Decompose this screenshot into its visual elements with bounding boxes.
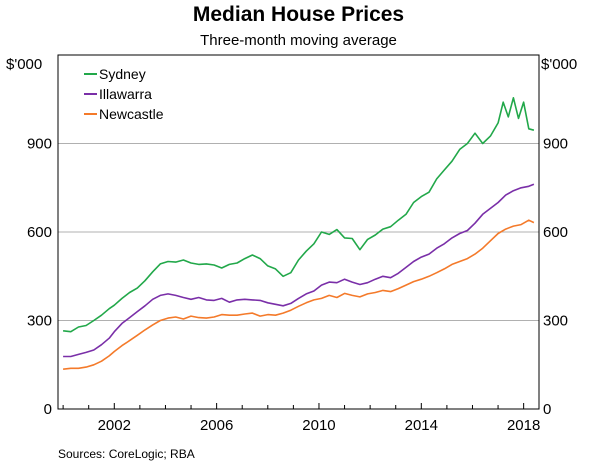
y-tick-label-right: 0 [543, 401, 551, 418]
legend-label-sydney: Sydney [99, 66, 146, 82]
y-tick-label-left: 900 [27, 136, 52, 153]
series-line-illawarra [63, 183, 535, 358]
x-tick-label: 2006 [200, 417, 233, 434]
chart-subtitle: Three-month moving average [200, 32, 397, 49]
plot-frame [57, 54, 540, 410]
x-tick-label: 2010 [302, 417, 335, 434]
legend-label-newcastle: Newcastle [99, 106, 164, 122]
y-axis-unit-left: $'000 [6, 56, 43, 73]
source-note: Sources: CoreLogic; RBA [58, 447, 195, 461]
y-tick-label-right: 900 [543, 136, 568, 153]
series-line-sydney [63, 97, 535, 333]
y-tick-label-left: 600 [27, 224, 52, 241]
x-tick-label: 2014 [405, 417, 438, 434]
y-tick-label-right: 300 [543, 313, 568, 330]
y-tick-label-left: 300 [27, 313, 52, 330]
y-axis-unit-right: $'000 [541, 56, 578, 73]
legend-label-illawarra: Illawarra [99, 86, 152, 102]
series-line-newcastle [63, 219, 535, 370]
x-tick-label: 2018 [507, 417, 540, 434]
y-tick-label-right: 600 [543, 224, 568, 241]
chart-title: Median House Prices [192, 3, 405, 26]
x-tick-label: 2002 [98, 417, 131, 434]
y-tick-label-left: 0 [44, 401, 52, 418]
